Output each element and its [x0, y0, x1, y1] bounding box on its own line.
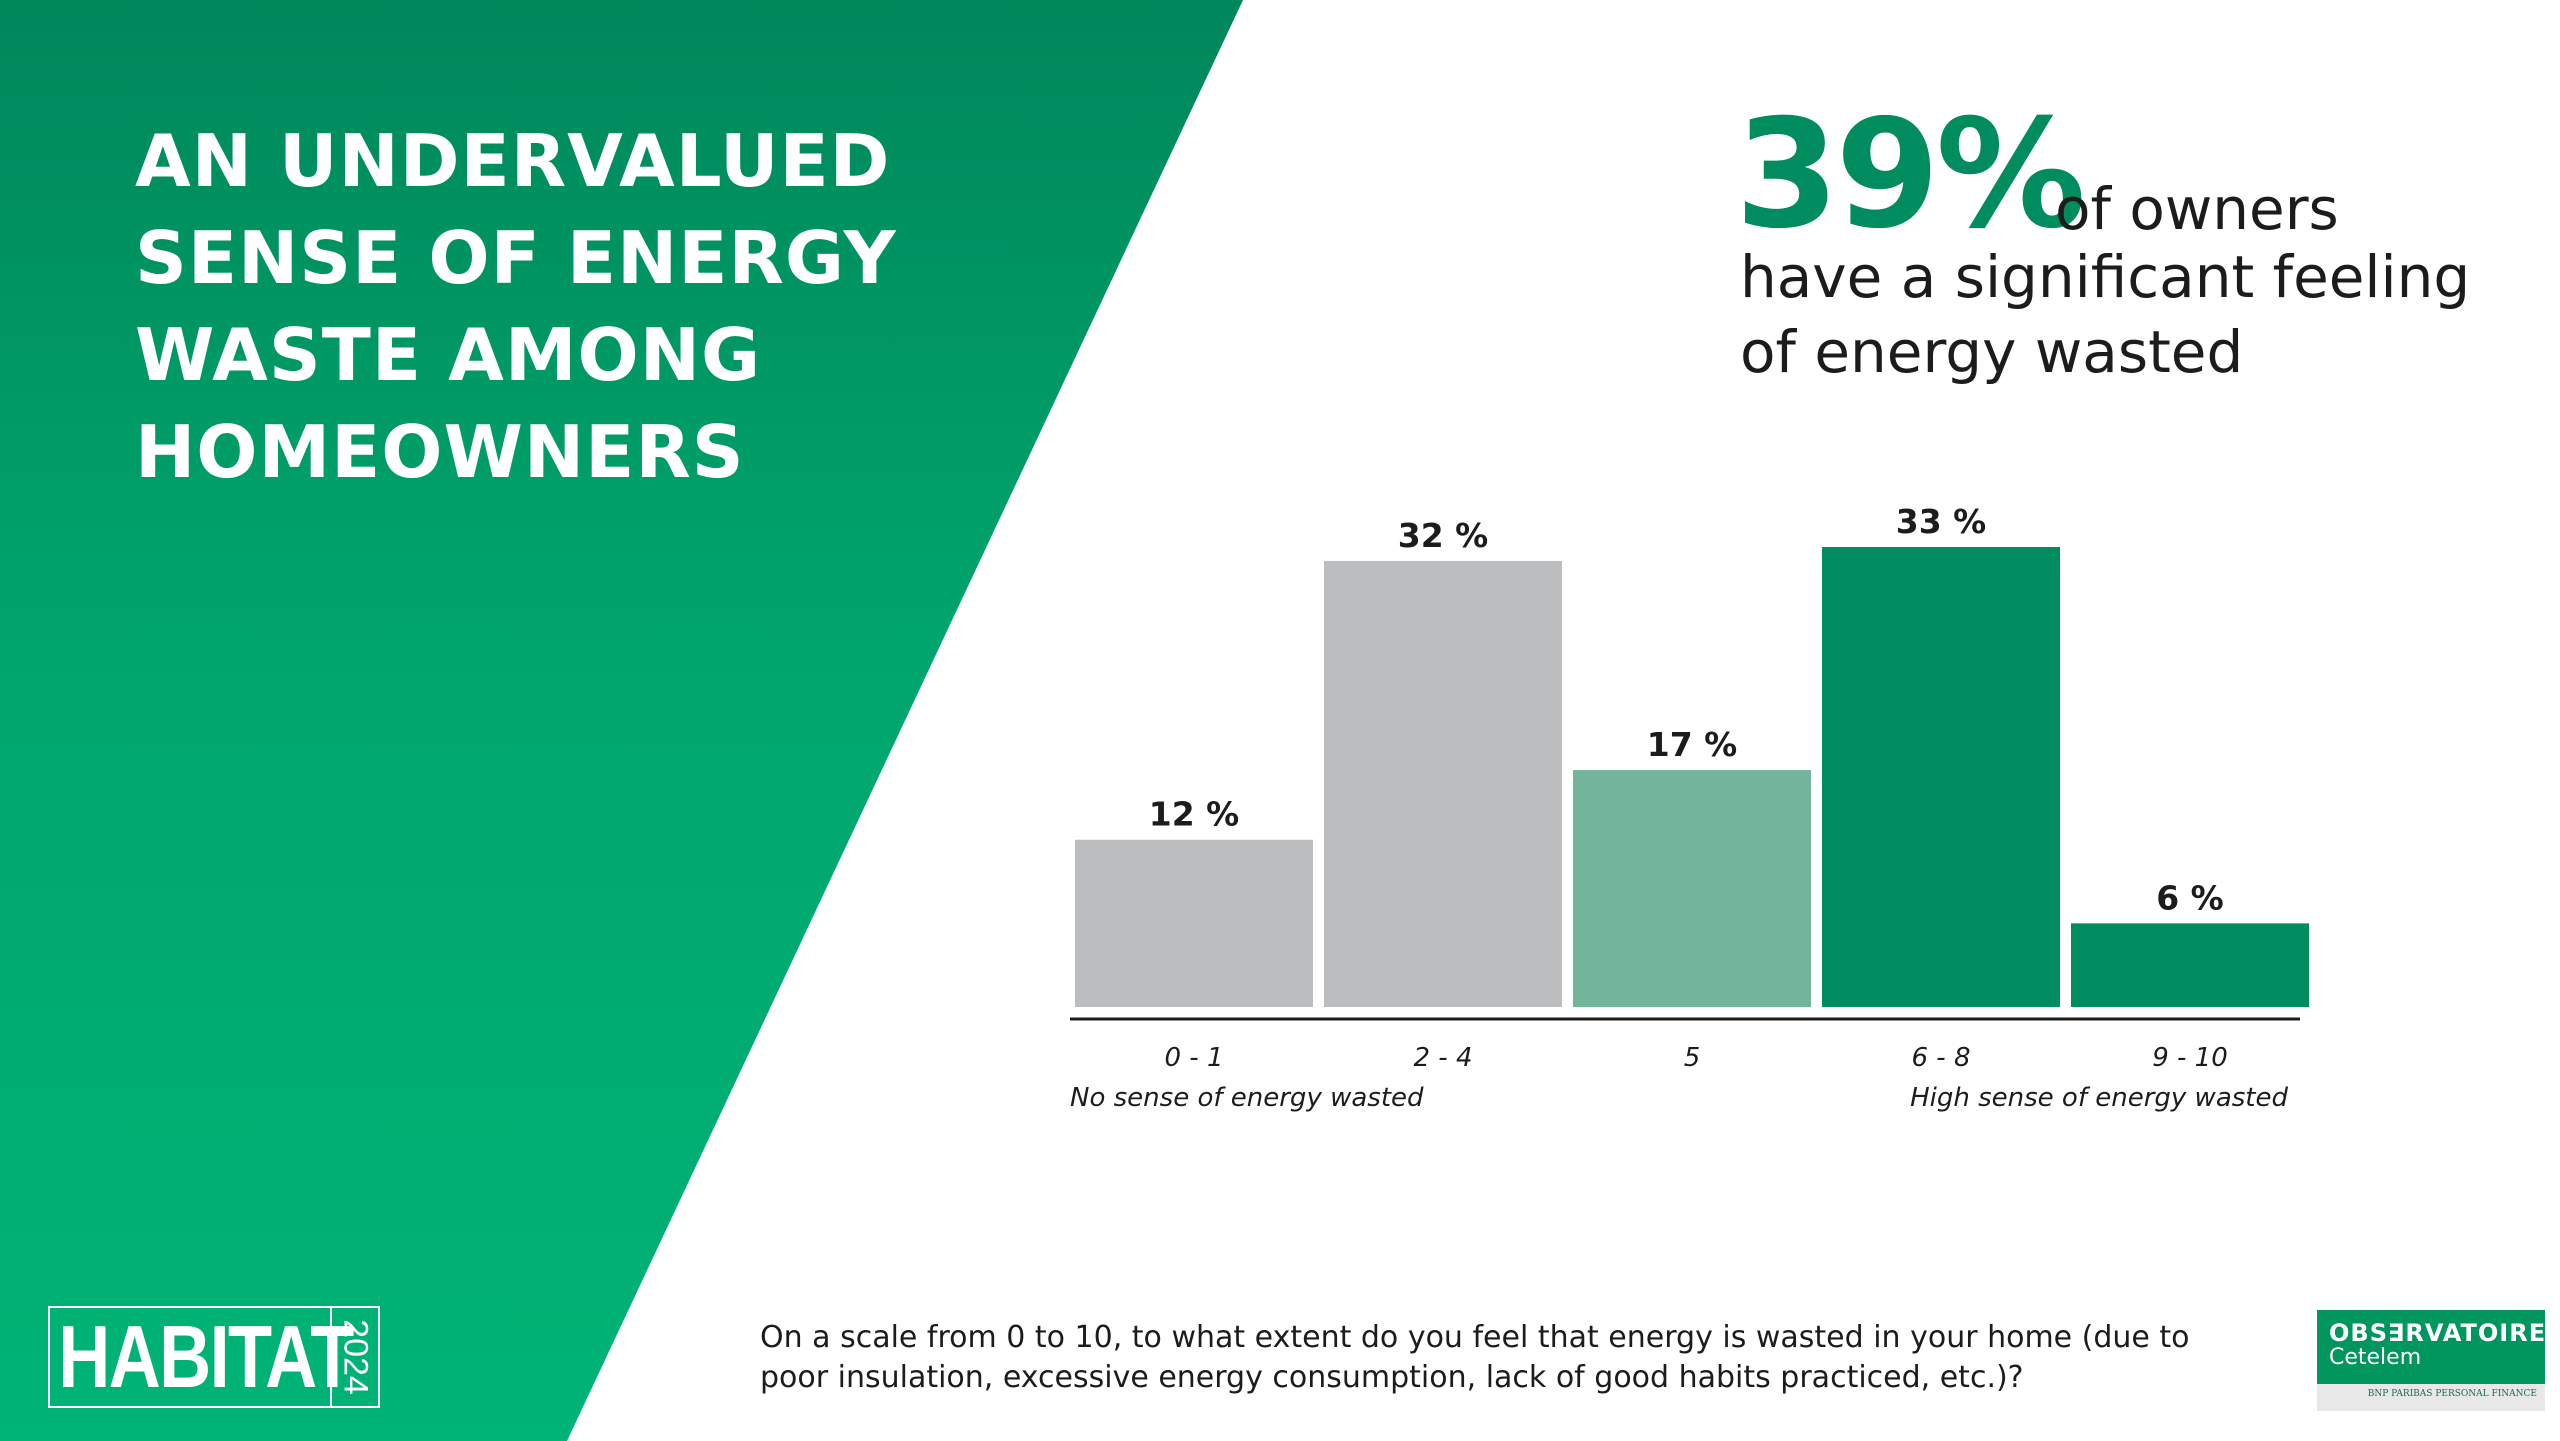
- bar-1: [1075, 839, 1313, 1007]
- bar-value-label-3: 17 %: [1647, 725, 1737, 764]
- survey-question: On a scale from 0 to 10, to what extent …: [760, 1320, 2190, 1395]
- headline-line-1: AN UNDERVALUED: [135, 119, 891, 203]
- key-stat-line-1: of owners: [2055, 175, 2339, 243]
- headline-line-3: WASTE AMONG: [135, 313, 762, 397]
- category-label-4: 6 - 8: [1912, 1043, 1971, 1073]
- bar-5: [2071, 923, 2309, 1007]
- bar-value-label-5: 6 %: [2156, 878, 2224, 917]
- bar-2: [1324, 560, 1562, 1007]
- left-scale-label: No sense of energy wasted: [1070, 1083, 1424, 1113]
- observatoire-logo-brand: Cetelem: [2329, 1345, 2422, 1370]
- category-label-1: 0 - 1: [1165, 1043, 1224, 1073]
- observatoire-logo-sub: BNP PARIBAS PERSONAL FINANCE: [2367, 1389, 2537, 1399]
- headline-line-4: HOMEOWNERS: [135, 410, 745, 494]
- observatoire-logo-footer: BNP PARIBAS PERSONAL FINANCE: [2317, 1384, 2545, 1411]
- key-stat-line-3: of energy wasted: [1740, 318, 2244, 386]
- category-label-5: 9 - 10: [2152, 1043, 2228, 1073]
- key-stat-value: 39%: [1735, 88, 2086, 262]
- bar-3: [1573, 770, 1811, 1007]
- right-scale-label: High sense of energy wasted: [1910, 1083, 2288, 1113]
- habitat-logo-year-box: 2024: [330, 1308, 378, 1406]
- observatoire-cetelem-logo: OBS∃RVATOIRE Cetelem BNP PARIBAS PERSONA…: [2317, 1310, 2545, 1411]
- bar-value-label-4: 33 %: [1896, 502, 1986, 541]
- bar-value-label-2: 32 %: [1398, 516, 1488, 555]
- bar-4: [1822, 547, 2060, 1007]
- habitat-logo-year: 2024: [336, 1319, 375, 1395]
- category-label-3: 5: [1684, 1043, 1701, 1073]
- habitat-logo-word: HABITAT: [58, 1307, 354, 1406]
- observatoire-logo-band: OBS∃RVATOIRE Cetelem: [2317, 1310, 2545, 1384]
- observatoire-logo-name: OBS∃RVATOIRE: [2329, 1319, 2547, 1347]
- category-label-2: 2 - 4: [1414, 1043, 1473, 1073]
- habitat-logo: HABITAT 2024: [48, 1306, 380, 1408]
- key-stat-line-2: have a significant feeling: [1740, 243, 2471, 311]
- headline-line-2: SENSE OF ENERGY: [135, 216, 897, 300]
- bar-value-label-1: 12 %: [1149, 795, 1239, 834]
